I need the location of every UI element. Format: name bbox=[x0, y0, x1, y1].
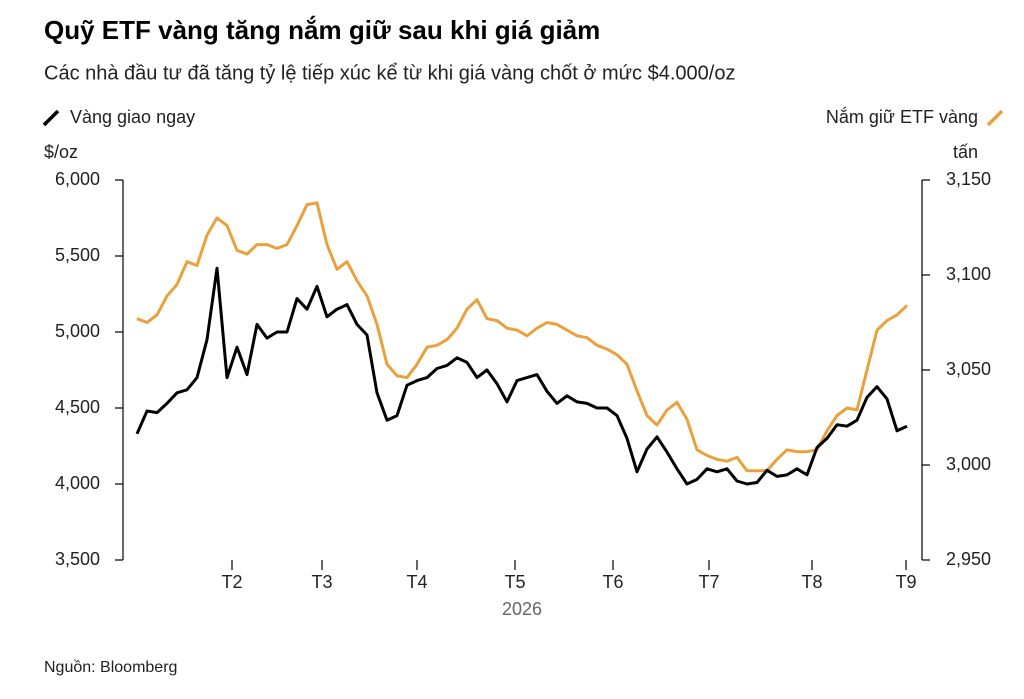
y-tick-label: 5,000 bbox=[55, 321, 100, 341]
y2-axis-label: tấn bbox=[953, 142, 978, 162]
x-tick-label: T8 bbox=[801, 572, 822, 592]
x-tick-label: T2 bbox=[221, 572, 242, 592]
source-note: Nguồn: Bloomberg bbox=[44, 659, 177, 676]
y-tick-label: 5,500 bbox=[55, 245, 100, 265]
x-tick-label: T6 bbox=[602, 572, 623, 592]
legend-icon bbox=[42, 109, 60, 127]
y2-tick-label: 3,150 bbox=[946, 169, 991, 189]
x-tick-label: T9 bbox=[895, 572, 916, 592]
y-tick-label: 3,500 bbox=[55, 549, 100, 569]
y2-tick-label: 3,100 bbox=[946, 264, 991, 284]
series-line bbox=[135, 266, 908, 486]
series-line bbox=[136, 201, 909, 473]
chart-subtitle: Các nhà đầu tư đã tăng tỷ lệ tiếp xúc kể… bbox=[44, 62, 735, 84]
y-tick-label: 4,000 bbox=[55, 473, 100, 493]
legend-label: Vàng giao ngay bbox=[70, 107, 195, 127]
y2-tick-label: 3,050 bbox=[946, 359, 991, 379]
legend-icon bbox=[986, 109, 1004, 127]
y2-tick-label: 3,000 bbox=[946, 454, 991, 474]
x-tick-label: T5 bbox=[504, 572, 525, 592]
x-tick-label: T7 bbox=[698, 572, 719, 592]
y-axis-label: $/oz bbox=[44, 142, 78, 162]
y-tick-label: 4,500 bbox=[55, 397, 100, 417]
y2-tick-label: 2,950 bbox=[946, 549, 991, 569]
x-tick-label: T3 bbox=[311, 572, 332, 592]
x-tick-label: T4 bbox=[406, 572, 427, 592]
y-tick-label: 6,000 bbox=[55, 169, 100, 189]
legend-label: Nắm giữ ETF vàng bbox=[826, 106, 978, 127]
chart-title: Quỹ ETF vàng tăng nắm giữ sau khi giá gi… bbox=[44, 15, 600, 45]
x-axis-label: 2026 bbox=[502, 599, 542, 619]
